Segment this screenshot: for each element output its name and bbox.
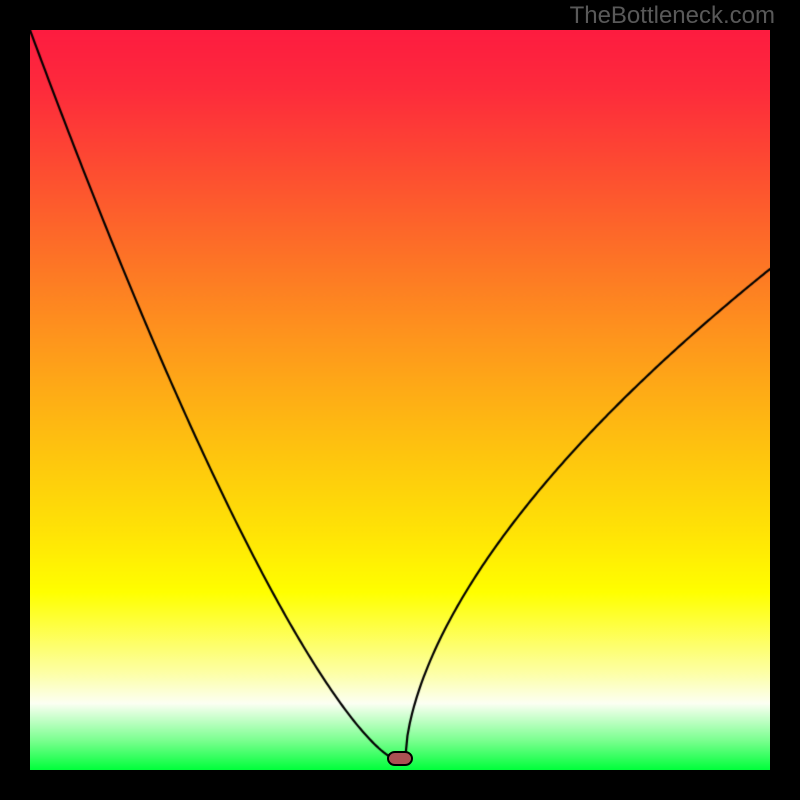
bottleneck-curve <box>30 30 770 770</box>
watermark-text: TheBottleneck.com <box>570 2 775 30</box>
figure-stage: TheBottleneck.com <box>0 0 800 800</box>
plot-area <box>30 30 770 770</box>
